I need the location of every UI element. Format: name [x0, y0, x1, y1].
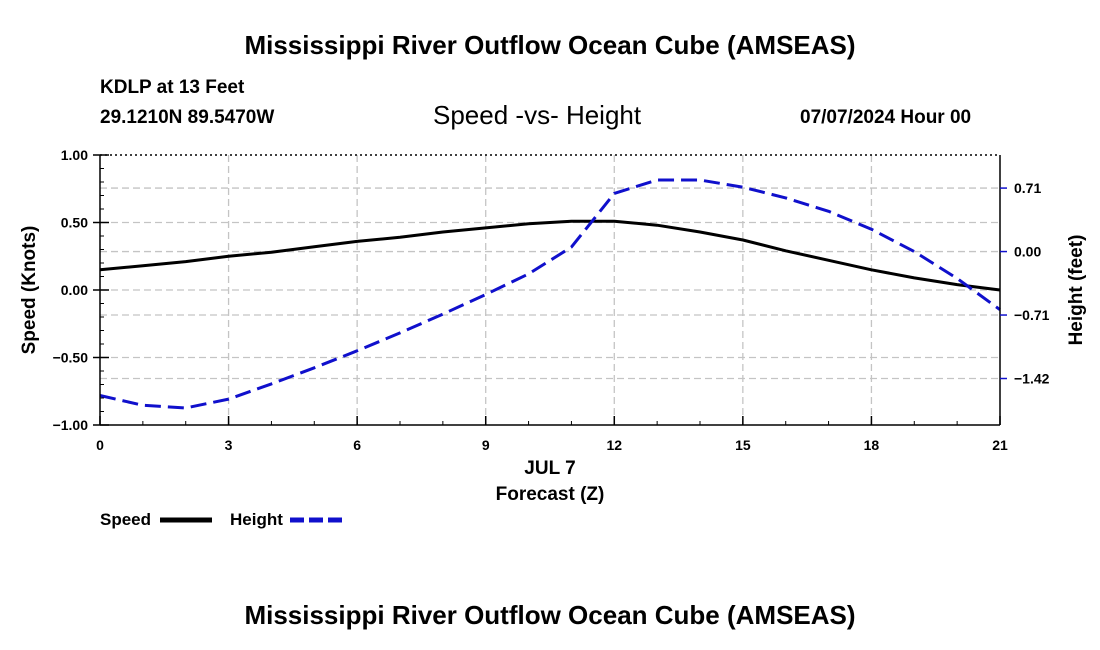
y-tick-label: 0.50 [61, 215, 88, 231]
datetime-label: 07/07/2024 Hour 00 [800, 107, 972, 128]
y2-axis-label: Height (feet) [1066, 235, 1087, 346]
y2-tick-label: 0.00 [1014, 244, 1041, 260]
x-tick-label: 18 [864, 437, 880, 453]
x-tick-label: 0 [96, 437, 104, 453]
legend-label-height: Height [230, 510, 283, 529]
station-label: KDLP at 13 Feet [100, 77, 245, 98]
y2-tick-label: −1.42 [1014, 371, 1050, 387]
y-axis-label: Speed (Knots) [19, 226, 40, 355]
chart-title: Speed -vs- Height [433, 100, 642, 130]
x-tick-label: 12 [606, 437, 622, 453]
series-line-speed [99, 219, 1001, 292]
y2-tick-label: −0.71 [1014, 307, 1050, 323]
x-tick-label: 21 [992, 437, 1008, 453]
x-axis-label: Forecast (Z) [496, 484, 605, 505]
x-axis-date-label: JUL 7 [524, 458, 575, 479]
series-line-height [99, 178, 1001, 410]
x-tick-label: 15 [735, 437, 751, 453]
axes [93, 154, 1007, 426]
series-group [99, 178, 1001, 410]
y-tick-label: −0.50 [53, 350, 89, 366]
legend-label-speed: Speed [100, 510, 151, 529]
y-tick-label: −1.00 [53, 417, 89, 433]
grid [100, 155, 1000, 425]
y-tick-label: 1.00 [61, 147, 88, 163]
page-title: Mississippi River Outflow Ocean Cube (AM… [244, 30, 856, 60]
x-tick-label: 6 [353, 437, 361, 453]
legend: Speed Height [100, 510, 342, 529]
y2-tick-label: 0.71 [1014, 180, 1041, 196]
y-tick-label: 0.00 [61, 282, 88, 298]
x-tick-label: 3 [225, 437, 233, 453]
location-label: 29.1210N 89.5470W [100, 107, 275, 128]
tick-labels: 0 3 6 9 12 15 18 21 −1.00 −0.50 0.00 0.50 1.00 −1.42 −… [53, 147, 1050, 453]
footer-title: Mississippi River Outflow Ocean Cube (AM… [244, 600, 856, 630]
x-tick-label: 9 [482, 437, 490, 453]
